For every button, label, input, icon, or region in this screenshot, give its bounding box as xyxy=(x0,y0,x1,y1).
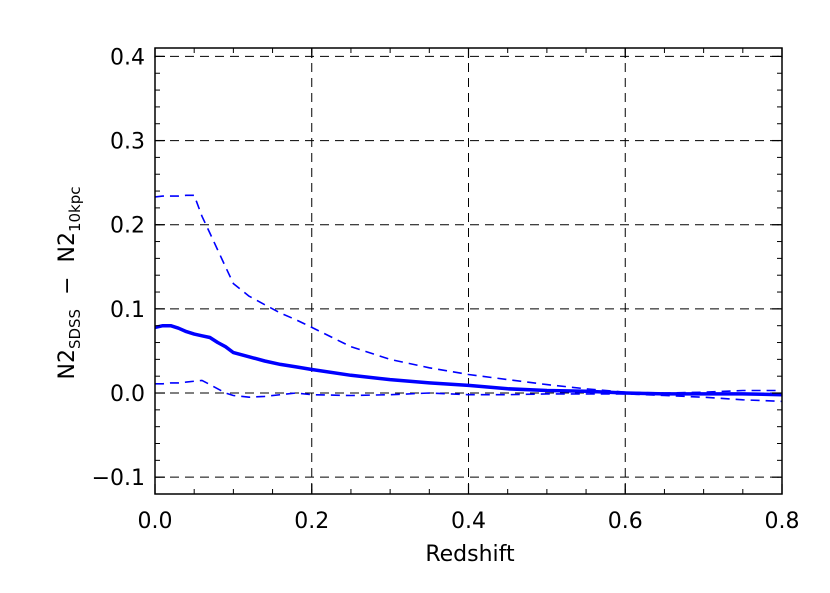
y-axis-title-sub2: 10kpc xyxy=(66,186,84,232)
series-line-dashed-upper xyxy=(154,194,782,394)
x-tick-labels: 0.0 0.2 0.4 0.6 0.8 xyxy=(138,509,800,534)
x-tick-label: 0.8 xyxy=(765,509,800,534)
series-line-solid-thick xyxy=(154,323,783,397)
x-axis-title: Redshift xyxy=(425,542,515,567)
grid-lines xyxy=(155,48,782,494)
svg-text:N2SDSS−N210kpc: N2SDSS−N210kpc xyxy=(55,186,84,379)
y-tick-label: 0.0 xyxy=(110,382,145,407)
series-layer xyxy=(154,194,783,403)
y-tick-labels: −0.1 0.0 0.1 0.2 0.3 0.4 xyxy=(92,45,145,491)
y-tick-label: −0.1 xyxy=(92,466,145,491)
y-tick-label: 0.4 xyxy=(110,45,145,70)
x-tick-label: 0.0 xyxy=(138,509,173,534)
axis-ticks xyxy=(154,48,783,494)
y-tick-label: 0.3 xyxy=(110,130,145,155)
series-line-dashed-lower xyxy=(155,379,783,403)
y-axis-title-sub1: SDSS xyxy=(66,309,84,349)
y-axis-title-minus: − xyxy=(55,276,80,294)
x-tick-label: 0.6 xyxy=(608,509,643,534)
y-tick-label: 0.2 xyxy=(110,214,145,239)
y-tick-label: 0.1 xyxy=(110,298,145,323)
y-axis-title: N2SDSS−N210kpc xyxy=(55,186,84,379)
y-axis-title-part2: N2 xyxy=(55,232,80,262)
x-tick-label: 0.2 xyxy=(294,509,329,534)
y-axis-title-part1: N2 xyxy=(55,349,80,379)
x-tick-label: 0.4 xyxy=(451,509,486,534)
